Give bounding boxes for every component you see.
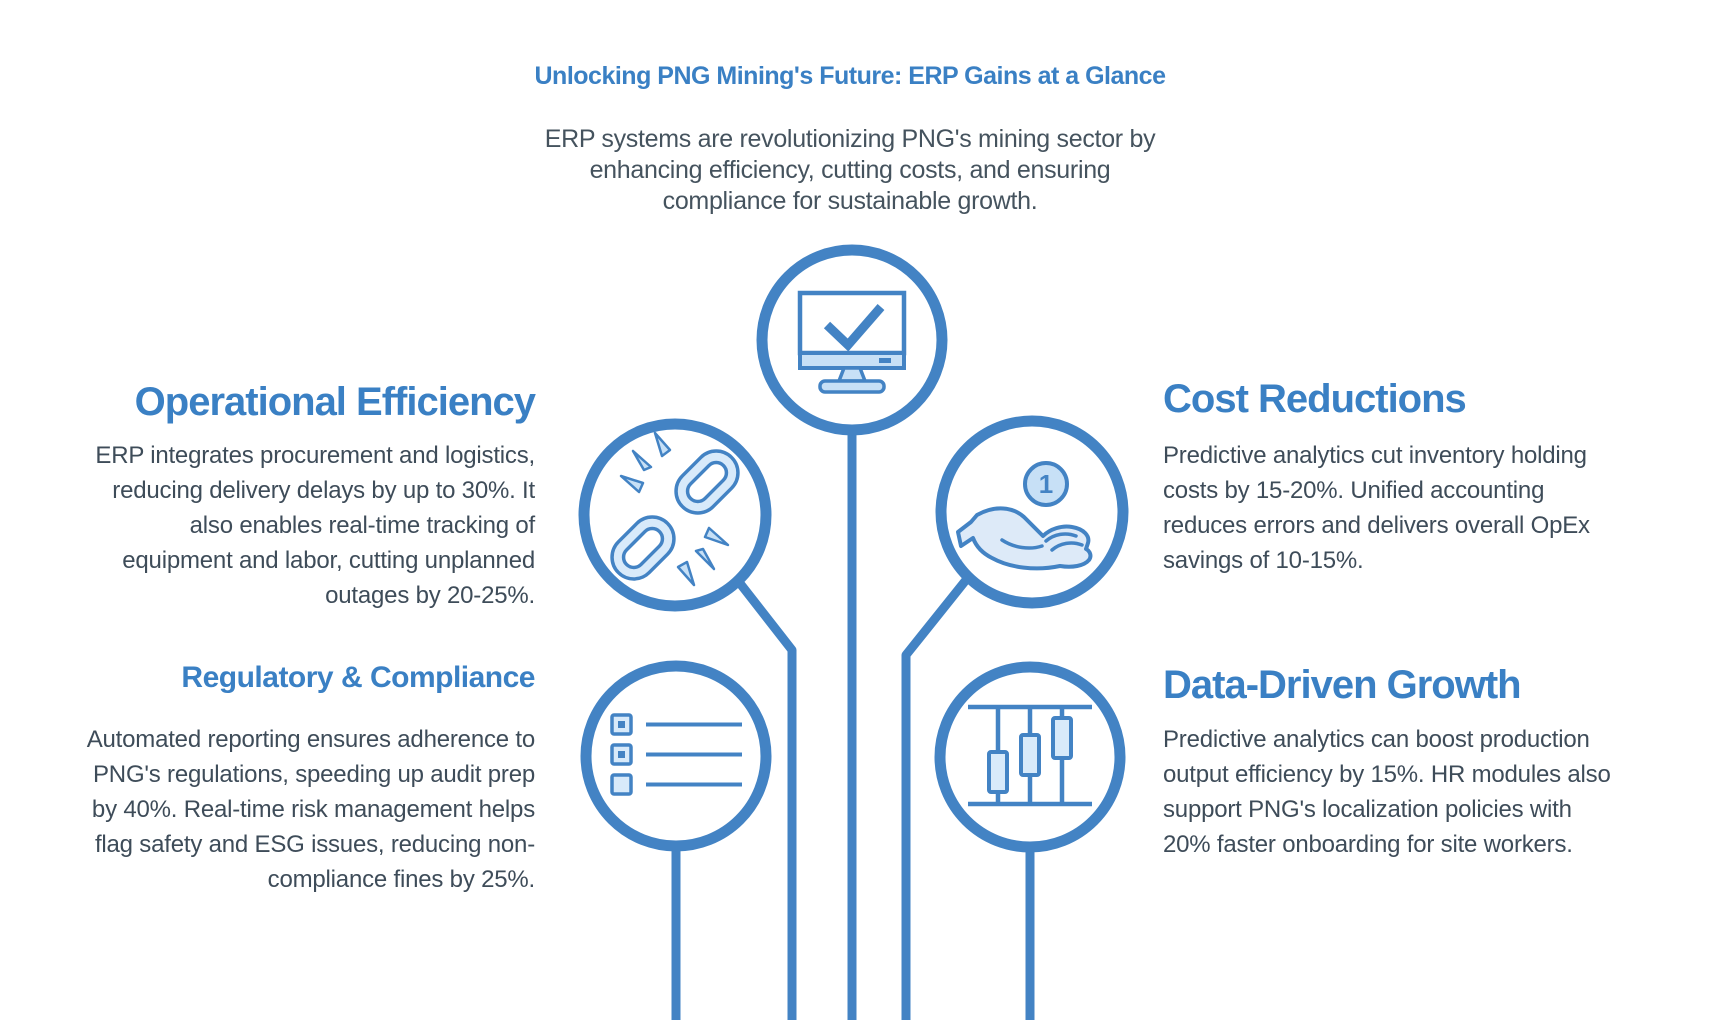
hand-shape — [956, 506, 1093, 571]
hand-coin-icon: 1 — [956, 461, 1093, 571]
checklist-icon — [610, 713, 742, 796]
body-data-driven-growth: Predictive analytics can boost productio… — [1163, 726, 1611, 858]
stem-coin-circle — [901, 562, 982, 1020]
broken-chain-icon — [610, 431, 740, 587]
heading-cost-reductions: Cost Reductions — [1163, 377, 1467, 421]
body-regulatory-compliance: Automated reporting ensures adherence to… — [86, 726, 535, 893]
connector-lines — [671, 420, 1035, 1020]
heading-operational-efficiency: Operational Efficiency — [134, 380, 536, 424]
monitor-check-icon — [797, 290, 907, 394]
stem-chain-circle — [724, 565, 797, 1020]
coin-value: 1 — [1039, 469, 1053, 499]
sliders-icon — [968, 704, 1092, 807]
coin-node-circle — [935, 415, 1129, 609]
body-cost-reductions: Predictive analytics cut inventory holdi… — [1163, 442, 1590, 574]
heading-data-driven-growth: Data-Driven Growth — [1163, 663, 1522, 707]
body-operational-efficiency: ERP integrates procurement and logistics… — [95, 442, 535, 609]
page-subtitle: ERP systems are revolutionizing PNG's mi… — [544, 125, 1156, 215]
chain-node-circle — [578, 418, 772, 612]
heading-regulatory-compliance: Regulatory & Compliance — [181, 661, 535, 694]
page-title: Unlocking PNG Mining's Future: ERP Gains… — [534, 62, 1166, 90]
